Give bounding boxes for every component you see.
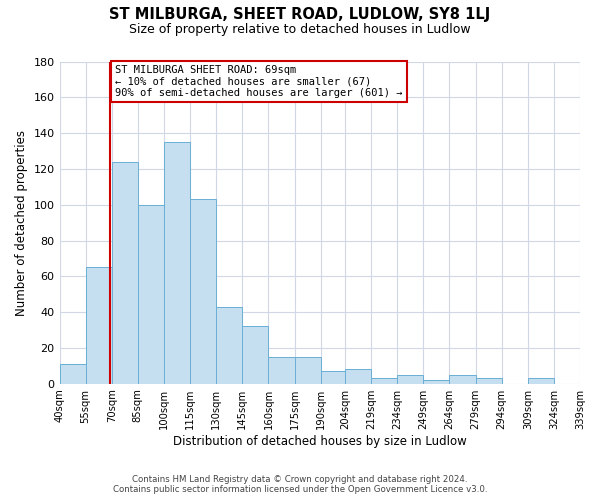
Text: ST MILBURGA, SHEET ROAD, LUDLOW, SY8 1LJ: ST MILBURGA, SHEET ROAD, LUDLOW, SY8 1LJ: [109, 8, 491, 22]
Text: Contains HM Land Registry data © Crown copyright and database right 2024.
Contai: Contains HM Land Registry data © Crown c…: [113, 474, 487, 494]
X-axis label: Distribution of detached houses by size in Ludlow: Distribution of detached houses by size …: [173, 434, 467, 448]
Bar: [424, 380, 449, 384]
Text: ST MILBURGA SHEET ROAD: 69sqm
← 10% of detached houses are smaller (67)
90% of s: ST MILBURGA SHEET ROAD: 69sqm ← 10% of d…: [115, 65, 403, 98]
Bar: [528, 378, 554, 384]
Bar: [268, 357, 295, 384]
Bar: [449, 375, 476, 384]
Bar: [371, 378, 397, 384]
Y-axis label: Number of detached properties: Number of detached properties: [15, 130, 28, 316]
Bar: [320, 371, 345, 384]
Bar: [86, 268, 112, 384]
Bar: [295, 357, 320, 384]
Bar: [397, 375, 424, 384]
Bar: [345, 370, 371, 384]
Bar: [138, 204, 164, 384]
Bar: [216, 306, 242, 384]
Bar: [164, 142, 190, 384]
Text: Size of property relative to detached houses in Ludlow: Size of property relative to detached ho…: [129, 22, 471, 36]
Bar: [112, 162, 138, 384]
Bar: [59, 364, 86, 384]
Bar: [242, 326, 268, 384]
Bar: [190, 200, 216, 384]
Bar: [476, 378, 502, 384]
